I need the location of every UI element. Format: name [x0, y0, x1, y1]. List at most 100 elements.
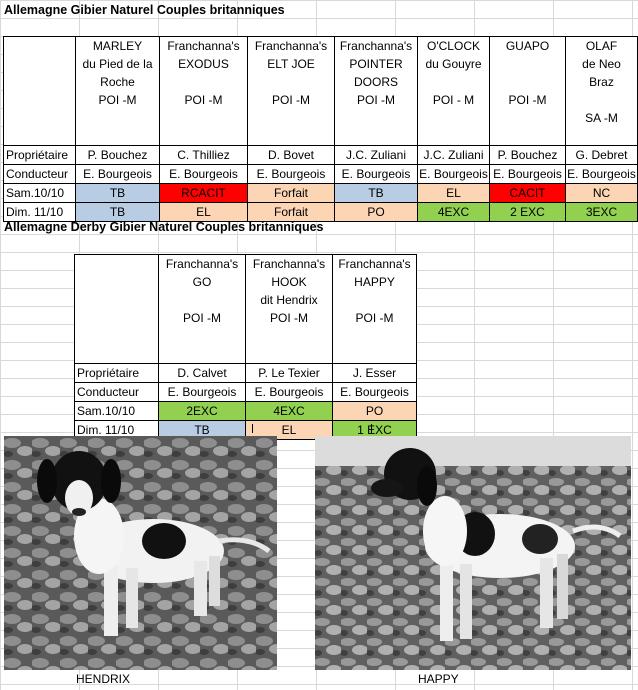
handler-cell: E. Bourgeois [247, 164, 335, 184]
saturday-result-cell: 2EXC [158, 401, 246, 421]
dog-name-line [161, 109, 247, 127]
saturday-result-cell: NC [565, 183, 638, 203]
dog-header-row: MARLEY du Pied de la Roche POI -M Franchanna… [3, 36, 638, 146]
dog-name-line [77, 127, 159, 145]
cell-marker [371, 424, 372, 433]
dog-name-line [336, 109, 417, 127]
dog-name-line [77, 109, 159, 127]
dog-name-line: POI -M [184, 93, 223, 107]
dog-name-line: Franchanna's [338, 257, 411, 271]
dog-name-line [161, 73, 247, 91]
dog-name-line: GO [192, 275, 212, 289]
handler-cell: E. Bourgeois [489, 164, 566, 184]
owner-cell: G. Debret [565, 145, 638, 165]
dog-photo-happy-icon [315, 436, 631, 670]
dog-name-line [249, 127, 334, 145]
handler-cell: E. Bourgeois [565, 164, 638, 184]
owner-cell: P. Le Texier [245, 363, 333, 383]
saturday-result-cell: PO [332, 401, 417, 421]
saturday-result-label: Sam.10/10 [74, 401, 159, 421]
dog-header-row: Franchanna's GO POI -M Franchanna's HOOK dit … [74, 254, 417, 364]
dog-name-line: POI -M [508, 93, 547, 107]
dog-photo-hendrix [4, 436, 277, 670]
saturday-result-cell: TB [75, 183, 160, 203]
dog-name-line [160, 327, 245, 345]
dog-name-line: GUAPO [505, 39, 550, 53]
dog-name-line: POI -M [355, 311, 394, 325]
header-corner-cell [74, 254, 159, 364]
dog-name-line [334, 291, 416, 309]
sunday-result-cell: TB [75, 202, 160, 222]
handler-cell: E. Bourgeois [159, 164, 248, 184]
dog-name-line [160, 345, 245, 363]
results-table-2: Franchanna's GO POI -M Franchanna's HOOK dit … [74, 254, 417, 440]
dog-name-line: Braz [589, 75, 614, 89]
dog-name-line: POI -M [357, 93, 395, 107]
dog-name-line [249, 73, 334, 91]
owner-cell: J.C. Zuliani [334, 145, 418, 165]
dog-name-line [334, 327, 416, 345]
saturday-result-label: Sam.10/10 [3, 183, 76, 203]
dog-name-line [567, 91, 637, 109]
saturday-result-cell: CACIT [489, 183, 566, 203]
section1-title: Allemagne Gibier Naturel Couples britann… [4, 3, 285, 17]
dog-name-line: du Pied de la [82, 57, 153, 71]
photo-caption-happy: HAPPY [418, 672, 459, 686]
section2-title: Allemagne Derby Gibier Naturel Couples b… [4, 220, 324, 234]
dog-name-line [247, 327, 332, 345]
handler-cell: E. Bourgeois [334, 164, 418, 184]
owner-row: Propriétaire P. Bouchez C. Thilliez D. Bove… [3, 145, 638, 165]
dog-name-cell: Franchanna's POINTER DOORS POI -M [334, 36, 418, 146]
dog-name-cell: OLAF de Neo Braz SA -M [565, 36, 638, 146]
dog-name-line: POI -M [183, 311, 221, 325]
dog-name-line: Franchanna's [252, 257, 326, 271]
dog-name-line: du Gouyre [425, 57, 482, 71]
handler-row: Conducteur E. Bourgeois E. Bourgeois E. Bou… [74, 382, 417, 402]
owner-cell: P. Bouchez [75, 145, 160, 165]
saturday-result-cell: 4EXC [245, 401, 333, 421]
dog-name-line [491, 127, 565, 145]
handler-cell: E. Bourgeois [417, 164, 490, 184]
dog-name-line: O'CLOCK [427, 39, 480, 53]
sunday-result-cell: 3EXC [565, 202, 638, 222]
sunday-result-row: Dim. 11/10 TB EL Forfait PO 4EXC 2 EXC 3EXC [3, 202, 638, 222]
sunday-result-cell: Forfait [247, 202, 335, 222]
dog-photo-hendrix-icon [4, 436, 277, 670]
dog-name-line [491, 73, 565, 91]
saturday-result-row: Sam.10/10 2EXC 4EXC PO [74, 401, 417, 421]
sunday-result-cell: 2 EXC [489, 202, 566, 222]
dog-name-line: Roche [100, 75, 135, 89]
saturday-result-cell: RCACIT [159, 183, 248, 203]
handler-row: Conducteur E. Bourgeois E. Bourgeois E. Bou… [3, 164, 638, 184]
sunday-result-cell: EL [159, 202, 248, 222]
dog-name-cell: O'CLOCK du Gouyre POI - M [417, 36, 490, 146]
results-table-1: MARLEY du Pied de la Roche POI -M Franchanna… [3, 36, 638, 222]
dog-name-cell: Franchanna's HOOK dit Hendrix POI -M [245, 254, 333, 364]
dog-name-line [567, 127, 637, 145]
dog-name-line: Franchanna's [339, 39, 413, 53]
sunday-result-label: Dim. 11/10 [74, 420, 159, 440]
owner-label: Propriétaire [3, 145, 76, 165]
dog-name-cell: Franchanna's HAPPY POI -M [332, 254, 417, 364]
dog-name-cell: Franchanna's ELT JOE POI -M [247, 36, 335, 146]
dog-name-line [491, 55, 565, 73]
dog-name-line [249, 109, 334, 127]
dog-name-line [336, 127, 417, 145]
sunday-result-cell: EL [245, 420, 333, 440]
dog-name-line: POINTER [349, 57, 403, 71]
owner-row: Propriétaire D. Calvet P. Le Texier J. Esse… [74, 363, 417, 383]
handler-cell: E. Bourgeois [158, 382, 246, 402]
cell-marker [252, 424, 253, 433]
dog-name-line: HOOK [271, 275, 307, 289]
dog-name-line: POI - M [432, 93, 475, 107]
handler-cell: E. Bourgeois [332, 382, 417, 402]
owner-label: Propriétaire [74, 363, 159, 383]
dog-name-line: SA -M [585, 111, 618, 125]
handler-cell: E. Bourgeois [245, 382, 333, 402]
dog-name-line: OLAF [585, 39, 618, 53]
dog-name-cell: GUAPO POI -M [489, 36, 566, 146]
saturday-result-row: Sam.10/10 TB RCACIT Forfait TB EL CACIT NC [3, 183, 638, 203]
sunday-result-label: Dim. 11/10 [3, 202, 76, 222]
handler-cell: E. Bourgeois [75, 164, 160, 184]
header-corner-cell [3, 36, 76, 146]
